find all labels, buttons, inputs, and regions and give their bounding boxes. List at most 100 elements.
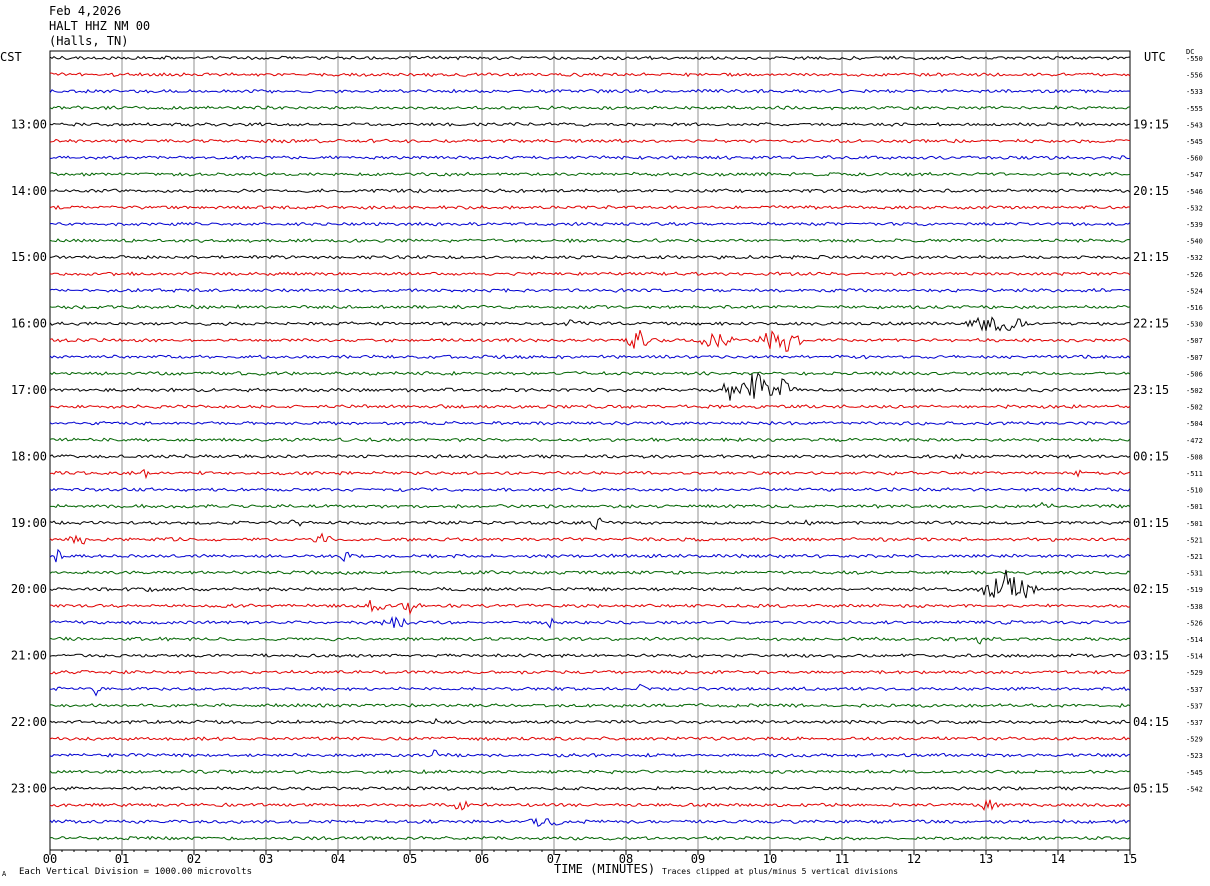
dc-offset-label: -547 [1186,171,1203,179]
x-tick-label: 05 [403,852,417,866]
dc-offset-label: -529 [1186,669,1203,677]
cst-hour-label: 16:00 [11,317,47,331]
cst-hour-label: 13:00 [11,117,47,131]
dc-offset-label: -510 [1186,487,1203,495]
cst-hour-label: 14:00 [11,184,47,198]
dc-offset-label: -538 [1186,603,1203,611]
utc-hour-label: 22:15 [1133,317,1169,331]
dc-offset-label: -542 [1186,785,1203,793]
trace-line [49,155,1131,160]
dc-offset-label: -502 [1186,387,1203,395]
trace-line [49,799,1131,811]
trace-line [49,121,1131,127]
dc-offset-label: -550 [1186,55,1203,63]
dc-offset-label: -504 [1186,420,1203,428]
cst-hour-label: 20:00 [11,582,47,596]
station-label: HALT HHZ NM 00 [49,19,151,33]
dc-offset-label: -472 [1186,437,1203,445]
dc-offset-label: -511 [1186,470,1203,478]
dc-offset-label: -560 [1186,155,1203,163]
utc-hour-label: 21:15 [1133,250,1169,264]
dc-offset-label: -539 [1186,221,1203,229]
x-tick-label: 06 [475,852,489,866]
trace-line [49,615,1131,629]
trace-line [49,683,1131,697]
dc-offset-label: -506 [1186,370,1203,378]
location-label: (Halls, TN) [49,34,129,48]
trace-line [49,702,1131,709]
trace-line [49,835,1131,841]
dc-offset-label: -546 [1186,188,1203,196]
dc-offset-label: -543 [1186,121,1203,129]
dc-offset-label: -532 [1186,254,1203,262]
dc-offset-label: -508 [1186,453,1203,461]
right-timezone-label: UTC [1144,50,1166,64]
trace-line [49,569,1131,576]
cst-hour-label: 22:00 [11,715,47,729]
utc-hour-label: 04:15 [1133,715,1169,729]
trace-line [49,316,1130,332]
x-tick-label: 01 [115,852,129,866]
trace-line [49,420,1131,426]
trace-line [49,271,1131,277]
trace-line [49,287,1131,293]
left-timezone-label: CST [0,50,22,64]
dc-offset-label: -530 [1186,321,1203,329]
x-axis-label: TIME (MINUTES) [554,862,656,876]
dc-offset-label: -532 [1186,204,1203,212]
trace-line [50,501,1131,509]
cst-hour-label: 17:00 [11,383,47,397]
trace-line [49,769,1131,775]
trace-line [49,55,1131,61]
x-tick-label: 02 [187,852,201,866]
trace-line [49,548,1131,563]
dc-offset-label: -537 [1186,686,1203,694]
dc-offset-label: -529 [1186,736,1203,744]
dc-offset-label: -521 [1186,553,1203,561]
trace-line [49,372,1131,401]
trace-line [49,785,1131,792]
x-tick-label: 07 [547,852,561,866]
trace-line [49,404,1131,410]
dc-offset-label: -537 [1186,719,1203,727]
trace-line [49,138,1131,144]
trace-line [49,437,1131,443]
dc-offset-label: -501 [1186,520,1203,528]
trace-line [49,669,1131,675]
x-tick-label: 04 [331,852,345,866]
cst-hour-label: 19:00 [11,516,47,530]
vertical-division-note: Each Vertical Division = 1000.00 microvo… [19,867,252,877]
trace-line [49,254,1131,260]
dc-offset-label: -555 [1186,105,1203,113]
cst-hour-label: 21:00 [11,649,47,663]
dc-offset-label: -540 [1186,238,1203,246]
trace-line [49,599,1131,616]
utc-hour-label: 05:15 [1133,781,1169,795]
date-label: Feb 4,2026 [49,4,122,18]
trace-line [49,171,1131,177]
cst-hour-label: 18:00 [11,449,47,463]
dc-offset-label: -526 [1186,619,1203,627]
dc-offset-label: -523 [1186,752,1203,760]
utc-hour-label: 02:15 [1133,582,1169,596]
utc-hour-label: 19:15 [1133,117,1169,131]
x-tick-label: 15 [1123,852,1137,866]
trace-line [49,532,1131,545]
cst-hour-label: 15:00 [11,250,47,264]
utc-hour-label: 00:15 [1133,449,1169,463]
trace-line [49,749,1131,758]
utc-hour-label: 23:15 [1133,383,1169,397]
dc-offset-label: -526 [1186,271,1203,279]
clip-note: Traces clipped at plus/minus 5 vertical … [662,867,899,876]
dc-offset-label: -533 [1186,88,1203,96]
dc-offset-label: -507 [1186,337,1203,345]
trace-line [49,105,1131,111]
x-tick-label: 12 [907,852,921,866]
x-tick-label: 13 [979,852,993,866]
trace-line [49,636,1131,645]
dc-offset-label: -531 [1186,570,1203,578]
dc-offset-label: -537 [1186,702,1203,710]
dc-offset-label: -501 [1186,503,1203,511]
dc-offset-label: -545 [1186,138,1203,146]
